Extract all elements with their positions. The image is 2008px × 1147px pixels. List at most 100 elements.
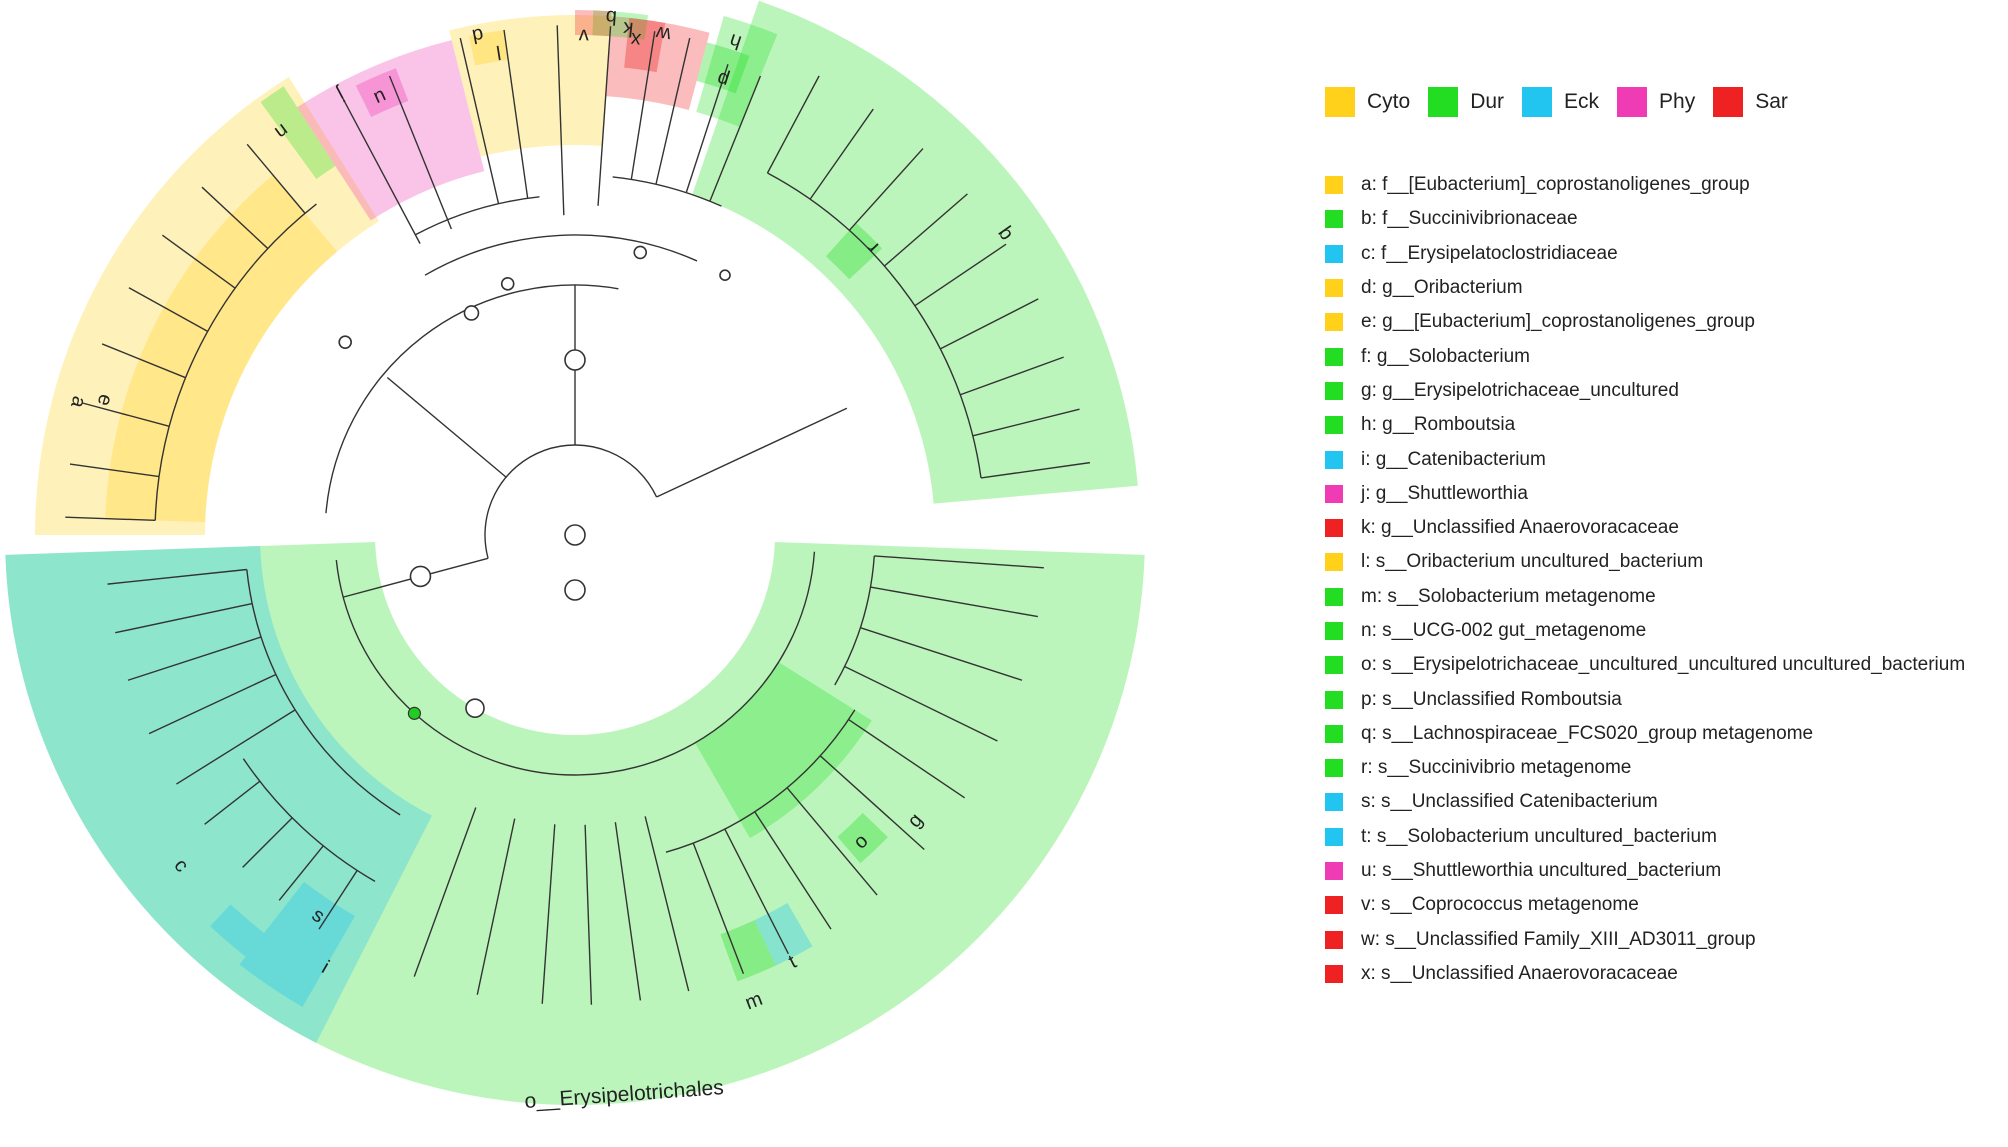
taxon-legend-row: w: s__Unclassified Family_XIII_AD3011_gr… [1325,923,2005,957]
taxon-label: t: s__Solobacterium uncultured_bacterium [1361,825,1717,847]
leaf-highlight-t [754,903,813,966]
taxon-legend-row: f: g__Solobacterium [1325,339,2005,373]
clade-sector-n [260,86,336,180]
clade-sector-g [695,662,872,839]
taxon-label: e: g__[Eubacterium]_coprostanoligenes_gr… [1361,311,1755,333]
group-label: Dur [1470,90,1505,113]
taxon-legend-row: h: g__Romboutsia [1325,408,2005,442]
clade-sector-a [35,77,379,536]
leaf-branch [101,343,186,379]
clade-arc [424,234,698,276]
clade-letter-m: m [742,988,765,1015]
tree-node [409,565,432,588]
group-swatch [1713,87,1744,117]
leaf-highlight-p [696,42,750,94]
taxon-label: f: g__Solobacterium [1361,345,1530,367]
taxa-legend: a: f__[Eubacterium]_coprostanoligenes_gr… [1325,168,2005,991]
leaf-branch [556,25,565,216]
leaf-branch [655,37,691,185]
clade-arc [665,709,856,853]
clade-arc [767,172,982,479]
taxon-label: j: g__Shuttleworthia [1361,482,1528,504]
leaf-branch [709,75,762,202]
group-legend-item: Eck [1522,87,1599,117]
taxon-swatch [1325,690,1343,709]
leaf-highlight-s [210,904,265,957]
root-arc [484,444,658,559]
group-swatch [1617,87,1648,117]
leaf-branch [128,287,208,332]
tree-node [633,245,648,260]
clade-letter-b: b [605,6,618,29]
trunk-branch [386,376,507,478]
taxon-swatch [1325,313,1343,332]
leaf-branch [754,811,832,930]
leaf-branch [980,461,1091,479]
group-legend-item: Cyto [1325,87,1410,117]
clade-letter-w: w [654,21,674,45]
taxon-label: o: s__Erysipelotrichaceae_uncultured_unc… [1361,654,1966,676]
taxon-swatch [1325,587,1343,606]
taxon-label: d: g__Oribacterium [1361,277,1523,299]
clade-arc [335,551,816,776]
tree-node [338,335,352,349]
taxon-swatch [1325,416,1343,435]
leaf-highlight-f [825,222,883,280]
taxon-legend-row: v: s__Coprococcus metagenome [1325,888,2005,922]
leaf-branch [597,26,612,206]
taxon-label: s: s__Unclassified Catenibacterium [1361,791,1658,813]
taxon-swatch [1325,724,1343,743]
leaf-branch [127,636,262,681]
legend: Cyto Dur Eck Phy Sar a: f__[Eubacterium]_cop… [1325,82,2005,991]
clade-sector-v [575,10,612,37]
taxon-legend-row: r: s__Succinivibrio metagenome [1325,751,2005,785]
clade-sector-k [605,16,710,110]
leaf-branch [148,673,277,735]
leaf-branch [692,842,745,975]
taxon-legend-row: g: g__Erysipelotrichaceae_uncultured [1325,374,2005,408]
taxon-label: r: s__Succinivibrio metagenome [1361,757,1632,779]
leaf-branch [874,555,1044,569]
taxon-legend-row: t: s__Solobacterium uncultured_bacterium [1325,820,2005,854]
tree-node [564,524,586,546]
taxon-legend-row: b: f__Succinivibrionaceae [1325,202,2005,236]
clade-arc [415,196,540,236]
clade-sector-d [449,14,612,157]
clade-letter-k: k [621,17,634,40]
leaf-branch [939,298,1039,350]
group-legend-item: Dur [1428,87,1504,117]
leaf-branch [115,602,253,634]
leaf-branch [786,787,878,896]
leaf-branch [341,97,421,244]
taxon-label: p: s__Unclassified Romboutsia [1361,688,1622,710]
leaf-branch [413,807,477,977]
tree-node [463,305,480,321]
taxon-label: w: s__Unclassified Family_XIII_AD3011_gr… [1361,928,1756,950]
taxon-swatch [1325,622,1343,640]
taxon-label: i: g__Catenibacterium [1361,448,1546,470]
taxon-legend-row: o: s__Erysipelotrichaceae_uncultured_unc… [1325,648,2005,682]
leaf-branch [584,824,593,1005]
taxon-swatch [1325,279,1343,298]
trunk-branch [656,407,848,498]
group-swatch [1325,87,1355,117]
taxon-swatch [1325,553,1343,572]
leaf-branch [541,824,556,1004]
group-legend-item: Phy [1617,87,1695,117]
tree-node [564,579,586,601]
leaf-branch [870,586,1038,618]
taxon-legend-row: j: g__Shuttleworthia [1325,477,2005,511]
leaf-branch [685,64,729,193]
taxon-swatch [1325,347,1343,366]
clade-letter-d: d [470,23,485,47]
clade-letter-x: x [630,28,643,51]
taxon-legend-row: p: s__Unclassified Romboutsia [1325,682,2005,716]
leaf-highlight-u [355,68,409,118]
leaf-branch [107,568,247,585]
leaf-branch [844,665,998,742]
clade-sector-e [105,174,338,523]
leaf-branch [69,463,160,478]
taxon-swatch [1325,896,1343,915]
clade-letter-l: l [495,41,503,63]
leaf-branch [848,148,924,231]
